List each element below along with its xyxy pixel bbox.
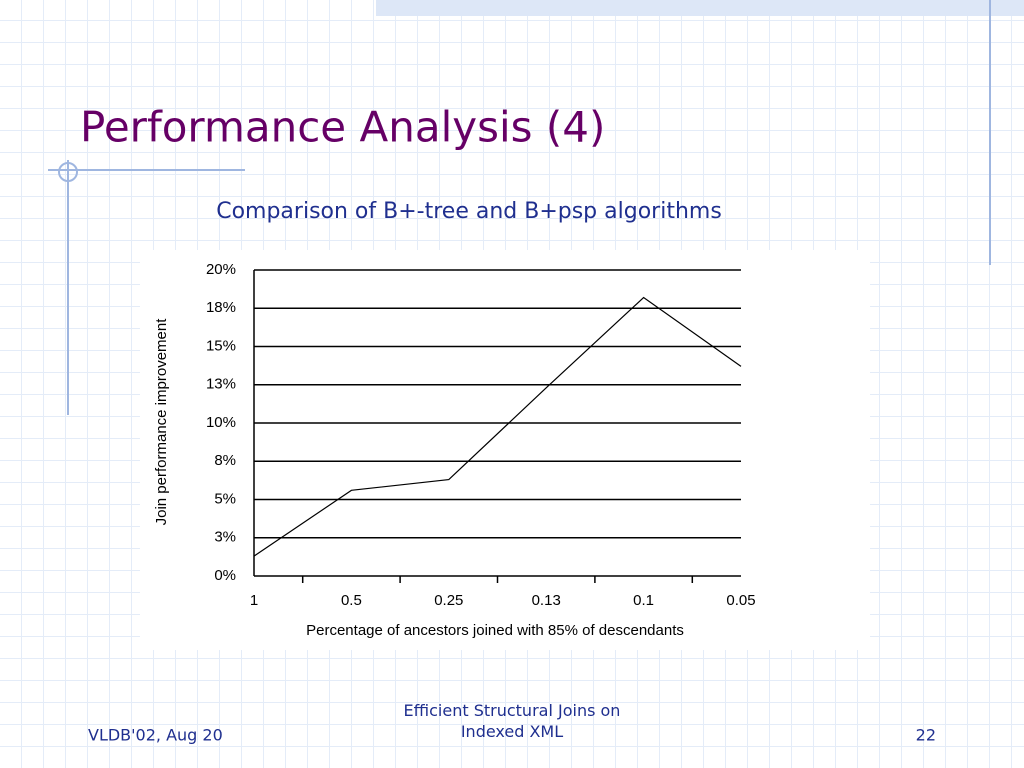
y-tick-label: 13% — [206, 376, 236, 393]
y-tick-label: 20% — [206, 261, 236, 278]
page-number: 22 — [916, 726, 936, 745]
chart-area — [140, 250, 870, 650]
slide-title: Performance Analysis (4) — [80, 103, 605, 152]
y-tick-label: 8% — [214, 452, 236, 469]
y-tick-label: 15% — [206, 337, 236, 354]
x-tick-label: 0.1 — [633, 592, 654, 609]
y-tick-label: 10% — [206, 414, 236, 431]
y-axis-label: Join performance improvement — [153, 318, 170, 526]
x-tick-label: 0.13 — [532, 592, 561, 609]
y-tick-label: 0% — [214, 567, 236, 584]
x-tick-label: 0.5 — [341, 592, 362, 609]
x-axis-label: Percentage of ancestors joined with 85% … — [306, 622, 684, 639]
y-tick-label: 5% — [214, 490, 236, 507]
x-tick-label: 0.25 — [434, 592, 463, 609]
x-tick-label: 0.05 — [726, 592, 755, 609]
line — [253, 296, 742, 557]
y-tick-label: 18% — [206, 299, 236, 316]
top-band — [376, 0, 1024, 16]
chart-title: Comparison of B+-tree and B+psp algorith… — [216, 199, 722, 224]
y-tick-label: 3% — [214, 529, 236, 546]
x-tick-label: 1 — [250, 592, 258, 609]
footer-left: VLDB'02, Aug 20 — [88, 726, 223, 745]
footer-center: Efficient Structural Joins on Indexed XM… — [403, 701, 621, 741]
deco-circle — [58, 162, 78, 182]
